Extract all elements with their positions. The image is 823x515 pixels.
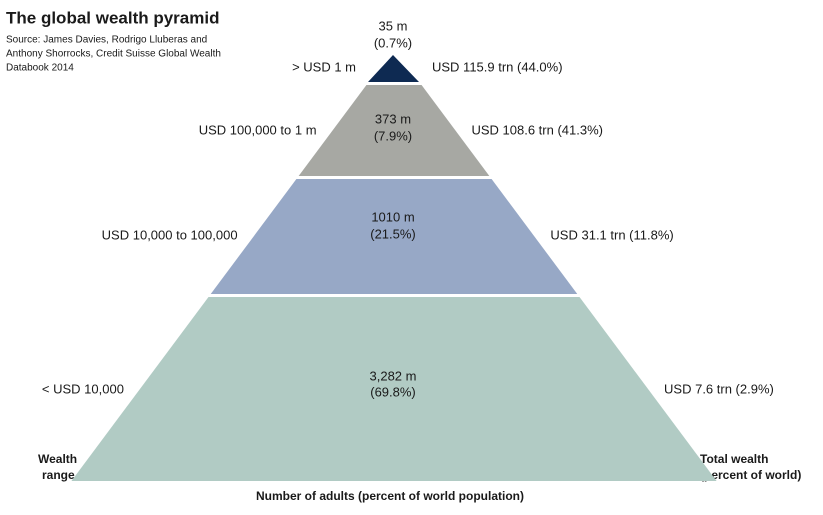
adults-share: (21.5%) (370, 226, 416, 241)
wealth-range: USD 10,000 to 100,000 (102, 227, 238, 242)
pyramid-level (368, 55, 419, 82)
left-axis-label: Wealth (38, 452, 77, 466)
source-line: Databook 2014 (6, 63, 74, 74)
left-axis-label: range (42, 468, 75, 482)
source-line: Anthony Shorrocks, Credit Suisse Global … (6, 49, 221, 60)
wealth-range: < USD 10,000 (42, 381, 124, 396)
adults-count: 35 m (379, 18, 408, 33)
adults-share: (69.8%) (370, 384, 416, 399)
title: The global wealth pyramid (6, 8, 219, 27)
wealth-range: > USD 1 m (292, 59, 356, 74)
adults-count: 1010 m (371, 209, 414, 224)
total-wealth: USD 115.9 trn (44.0%) (432, 59, 563, 74)
adults-count: 373 m (375, 111, 411, 126)
wealth-range: USD 100,000 to 1 m (199, 122, 317, 137)
bottom-axis-label: Number of adults (percent of world popul… (256, 489, 524, 503)
total-wealth: USD 108.6 trn (41.3%) (471, 122, 603, 137)
total-wealth: USD 31.1 trn (11.8%) (550, 227, 673, 242)
pyramid-level (298, 85, 490, 176)
pyramid-level (71, 297, 717, 481)
source-line: Source: James Davies, Rodrigo Lluberas a… (6, 35, 207, 46)
adults-share: (7.9%) (374, 128, 412, 143)
pyramid-level (210, 179, 578, 294)
right-axis-label: Total wealth (700, 452, 768, 466)
right-axis-label: (percent of world) (700, 468, 801, 482)
total-wealth: USD 7.6 trn (2.9%) (664, 381, 774, 396)
adults-share: (0.7%) (374, 35, 412, 50)
adults-count: 3,282 m (370, 368, 417, 383)
